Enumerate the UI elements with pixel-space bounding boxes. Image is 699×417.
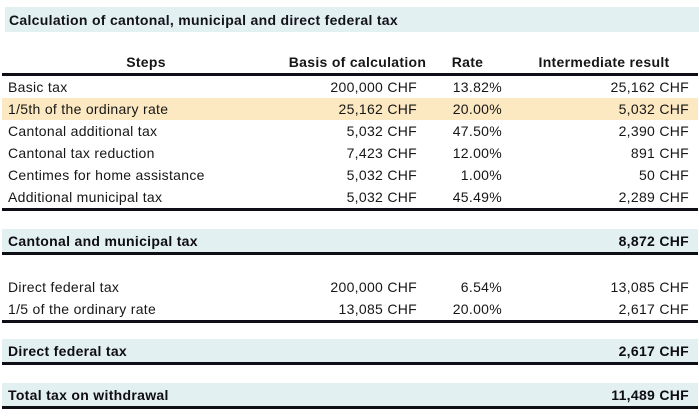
page-title: Calculation of cantonal, municipal and d… bbox=[5, 7, 699, 32]
basis-cell: 13,085 CHF bbox=[338, 301, 417, 317]
basis-cell: 25,162 CHF bbox=[338, 101, 417, 117]
rate-cell: 6.54% bbox=[460, 279, 502, 295]
result-cell: 2,617 CHF bbox=[618, 301, 689, 317]
rate-cell: 20.00% bbox=[452, 301, 502, 317]
step-cell: Direct federal tax bbox=[8, 279, 120, 295]
table-row: Direct federal tax 200,000 CHF 6.54% 13,… bbox=[2, 276, 698, 298]
federal-section: Direct federal tax 200,000 CHF 6.54% 13,… bbox=[2, 276, 698, 323]
summary-value: 2,617 CHF bbox=[618, 342, 689, 359]
col-header-basis: Basis of calculation bbox=[288, 54, 427, 70]
table-row-highlighted: 1/5th of the ordinary rate 25,162 CHF 20… bbox=[2, 98, 698, 120]
summary-cantonal-municipal-tax: Cantonal and municipal tax 8,872 CHF bbox=[2, 229, 698, 255]
basis-cell: 5,032 CHF bbox=[346, 123, 417, 139]
rate-cell: 45.49% bbox=[452, 189, 502, 205]
result-cell: 2,289 CHF bbox=[618, 189, 689, 205]
table-header-row: Steps Basis of calculation Rate Intermed… bbox=[2, 51, 698, 76]
table-row: 1/5 of the ordinary rate 13,085 CHF 20.0… bbox=[2, 298, 698, 320]
basis-cell: 200,000 CHF bbox=[330, 279, 417, 295]
step-cell: 1/5 of the ordinary rate bbox=[8, 301, 157, 317]
step-cell: Centimes for home assistance bbox=[8, 167, 205, 183]
step-cell: Basic tax bbox=[8, 79, 68, 95]
col-header-steps: Steps bbox=[126, 54, 166, 70]
basis-cell: 7,423 CHF bbox=[346, 145, 417, 161]
summary-label: Cantonal and municipal tax bbox=[8, 232, 198, 249]
table-row: Cantonal additional tax 5,032 CHF 47.50%… bbox=[2, 120, 698, 142]
table-row: Basic tax 200,000 CHF 13.82% 25,162 CHF bbox=[2, 76, 698, 98]
tax-table: Steps Basis of calculation Rate Intermed… bbox=[2, 51, 698, 409]
summary-label: Total tax on withdrawal bbox=[8, 386, 169, 403]
result-cell: 891 CHF bbox=[630, 145, 689, 161]
table-row: Centimes for home assistance 5,032 CHF 1… bbox=[2, 164, 698, 186]
col-header-rate: Rate bbox=[451, 54, 484, 70]
basis-cell: 200,000 CHF bbox=[330, 79, 417, 95]
rate-cell: 12.00% bbox=[452, 145, 502, 161]
table-row: Additional municipal tax 5,032 CHF 45.49… bbox=[2, 186, 698, 208]
summary-value: 8,872 CHF bbox=[618, 232, 689, 249]
step-cell: Additional municipal tax bbox=[8, 189, 163, 205]
result-cell: 13,085 CHF bbox=[610, 279, 689, 295]
result-cell: 2,390 CHF bbox=[618, 123, 689, 139]
summary-total-tax-on-withdrawal: Total tax on withdrawal 11,489 CHF bbox=[2, 383, 698, 409]
step-cell: 1/5th of the ordinary rate bbox=[8, 101, 169, 117]
summary-value: 11,489 CHF bbox=[611, 386, 689, 403]
col-header-result: Intermediate result bbox=[538, 54, 670, 70]
step-cell: Cantonal additional tax bbox=[8, 123, 158, 139]
cantonal-section: Basic tax 200,000 CHF 13.82% 25,162 CHF … bbox=[2, 76, 698, 211]
rate-cell: 13.82% bbox=[452, 79, 502, 95]
result-cell: 50 CHF bbox=[638, 167, 689, 183]
result-cell: 25,162 CHF bbox=[610, 79, 689, 95]
basis-cell: 5,032 CHF bbox=[346, 167, 417, 183]
rate-cell: 1.00% bbox=[460, 167, 502, 183]
rate-cell: 47.50% bbox=[452, 123, 502, 139]
table-row: Cantonal tax reduction 7,423 CHF 12.00% … bbox=[2, 142, 698, 164]
summary-label: Direct federal tax bbox=[8, 342, 128, 359]
result-cell: 5,032 CHF bbox=[618, 101, 689, 117]
basis-cell: 5,032 CHF bbox=[346, 189, 417, 205]
summary-direct-federal-tax: Direct federal tax 2,617 CHF bbox=[2, 339, 698, 365]
step-cell: Cantonal tax reduction bbox=[8, 145, 155, 161]
rate-cell: 20.00% bbox=[452, 101, 502, 117]
